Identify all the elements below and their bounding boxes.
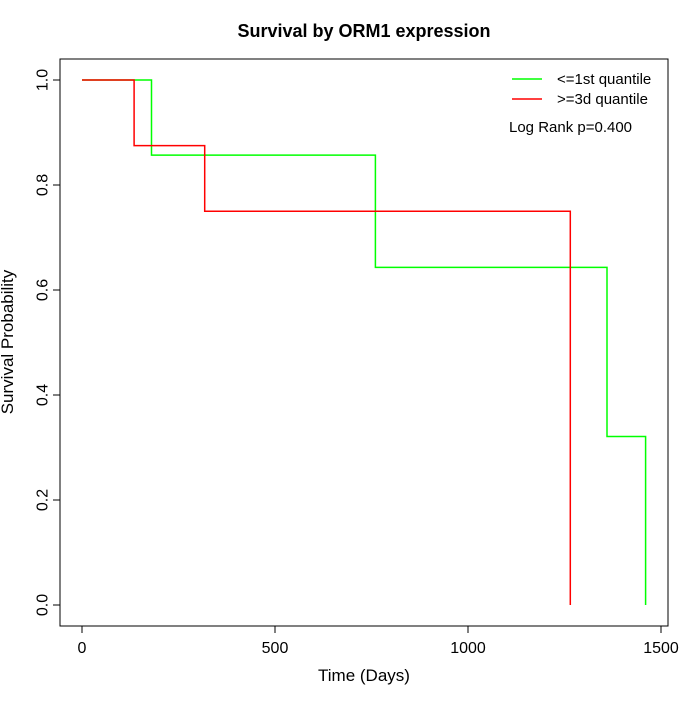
x-tick-label: 0 <box>78 640 87 657</box>
x-tick-label: 1500 <box>643 640 679 657</box>
legend-label-high: >=3d quantile <box>557 91 648 108</box>
y-tick-label: 1.0 <box>35 69 52 91</box>
y-tick-label: 0.0 <box>35 594 52 616</box>
y-tick-label: 0.8 <box>35 174 52 196</box>
y-axis: 0.0 0.2 0.4 0.6 0.8 1.0 <box>35 69 61 616</box>
series-line-high <box>82 79 572 605</box>
x-tick-label: 1000 <box>450 640 486 657</box>
x-axis: 0 500 1000 1500 <box>78 625 679 657</box>
y-axis-label: Survival Probability <box>0 269 17 414</box>
y-tick-label: 0.4 <box>35 384 52 406</box>
legend: <=1st quantile >=3d quantile <box>512 71 651 108</box>
series-line-low <box>82 79 647 605</box>
y-tick-label: 0.2 <box>35 489 52 511</box>
series-layer <box>82 79 647 605</box>
legend-label-low: <=1st quantile <box>557 71 651 88</box>
x-tick-label: 500 <box>262 640 289 657</box>
y-tick-label: 0.6 <box>35 279 52 301</box>
x-axis-label: Time (Days) <box>318 666 410 685</box>
chart-title: Survival by ORM1 expression <box>237 21 490 41</box>
logrank-annotation: Log Rank p=0.400 <box>509 119 632 136</box>
